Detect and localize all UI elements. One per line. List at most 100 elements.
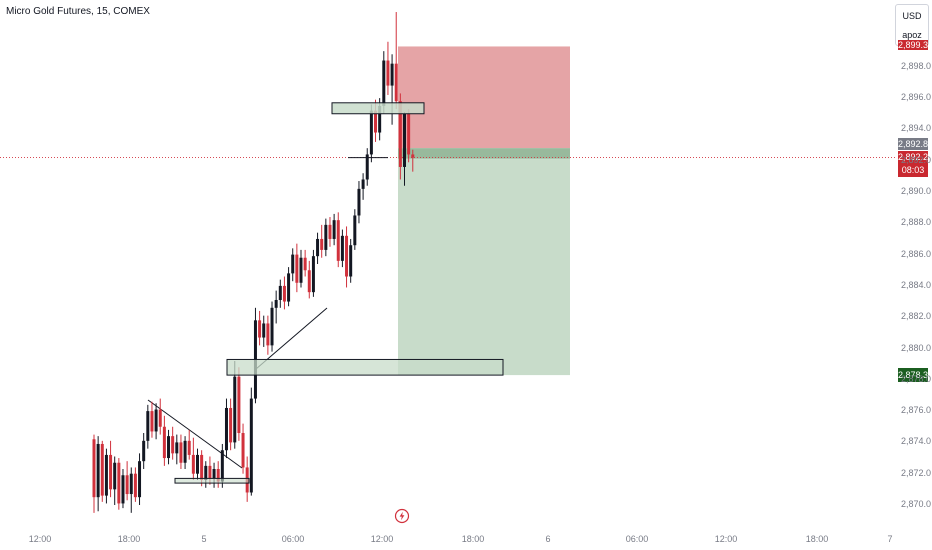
y-axis-tick-label: 2,898.0: [901, 60, 932, 71]
candle-body: [224, 407, 228, 451]
candle-body: [125, 475, 129, 495]
y-axis-tick-label: 2,874.0: [901, 436, 932, 447]
candle-body: [233, 376, 237, 443]
candle-body: [324, 224, 328, 250]
candle: [179, 434, 183, 470]
candle: [278, 279, 282, 308]
candle-body: [96, 443, 100, 498]
candle: [96, 436, 100, 512]
x-axis-tick-label: 7: [887, 534, 893, 544]
y-axis-tick-label: 2,894.0: [901, 123, 932, 134]
candle: [287, 267, 291, 307]
candle-body: [407, 113, 411, 155]
candle: [117, 458, 121, 510]
candle-body: [328, 224, 332, 239]
currency-label: USD: [902, 11, 922, 21]
candle-body: [291, 254, 295, 274]
candle-body: [204, 465, 208, 480]
candle-body: [121, 475, 125, 504]
candle: [328, 217, 332, 247]
candle: [187, 429, 191, 460]
candle: [266, 315, 270, 355]
base-zone-box: [174, 477, 250, 484]
candle: [336, 212, 340, 268]
candle-body: [345, 235, 349, 277]
candle-body: [175, 442, 179, 454]
demand-zone-box: [226, 358, 504, 376]
candle-body: [282, 285, 286, 302]
candle-body: [374, 110, 378, 133]
candle: [349, 238, 353, 283]
y-axis-tick-label: 2,876.0: [901, 405, 932, 416]
candle-body: [394, 63, 398, 102]
candle: [204, 461, 208, 488]
x-axis-tick-label: 18:00: [461, 534, 485, 544]
stop-loss-zone: [398, 46, 570, 149]
candle: [299, 249, 303, 288]
candle: [237, 367, 241, 441]
candle: [183, 436, 187, 470]
candle: [270, 301, 274, 352]
candle-body: [378, 105, 382, 133]
candle: [212, 462, 216, 488]
candle: [340, 229, 344, 268]
candle-body: [133, 473, 137, 498]
candle-body: [336, 220, 340, 261]
candle: [274, 290, 278, 324]
y-axis-tick-label: 2,882.0: [901, 311, 932, 322]
trend-line-up: [255, 307, 328, 370]
candle-body: [390, 63, 394, 86]
y-axis-tick-label: 2,896.0: [901, 92, 932, 103]
candle: [191, 437, 195, 480]
candle: [282, 276, 286, 310]
candle-body: [162, 426, 166, 459]
stop-price-badge: 2,899.3: [898, 40, 928, 50]
candle: [158, 398, 162, 435]
candle-body: [196, 454, 199, 474]
candle: [411, 149, 415, 172]
candle: [403, 112, 406, 186]
candle-body: [154, 409, 158, 432]
y-axis-tick-label: 2,888.0: [901, 217, 932, 228]
candle-body: [278, 285, 282, 300]
candle-body: [411, 154, 415, 158]
candle: [125, 461, 129, 501]
candle-body: [113, 462, 117, 490]
symbol-title[interactable]: Micro Gold Futures, 15, COMEX: [6, 6, 150, 17]
lightning-bolt-icon[interactable]: [394, 508, 410, 524]
candle: [171, 426, 175, 460]
candle-body: [216, 469, 220, 482]
candle: [100, 440, 104, 502]
x-axis-tick-label: 18:00: [805, 534, 829, 544]
unit-label: apoz: [902, 30, 922, 40]
candle: [253, 307, 257, 404]
candle: [320, 224, 324, 258]
candle: [291, 248, 295, 282]
candle-body: [357, 188, 361, 216]
candle: [324, 218, 328, 257]
candle-body: [316, 238, 320, 257]
x-axis-tick-label: 12:00: [714, 534, 738, 544]
candle: [92, 434, 96, 513]
candle-body: [299, 257, 303, 283]
candle: [307, 260, 311, 299]
candle-body: [191, 454, 195, 474]
candle-body: [262, 323, 266, 338]
candle: [142, 433, 146, 470]
y-axis-tick-label: 2,878.0: [901, 373, 932, 384]
candle: [332, 213, 336, 246]
candle: [175, 434, 179, 465]
x-axis-tick-label: 18:00: [117, 534, 141, 544]
y-axis-tick-label: 2,886.0: [901, 248, 932, 259]
candle-body: [258, 320, 262, 338]
candle-body: [386, 60, 390, 86]
candle-body: [295, 254, 299, 283]
y-axis-tick-label: 2,892.0: [901, 154, 932, 165]
candle-body: [146, 411, 150, 441]
candle: [357, 181, 361, 224]
bar-countdown: 08:03: [901, 165, 925, 175]
x-axis-tick-label: 06:00: [625, 534, 649, 544]
target-price-badge: 2,878.3: [898, 368, 929, 382]
currency-unit-selector[interactable]: USD apoz: [895, 4, 929, 46]
